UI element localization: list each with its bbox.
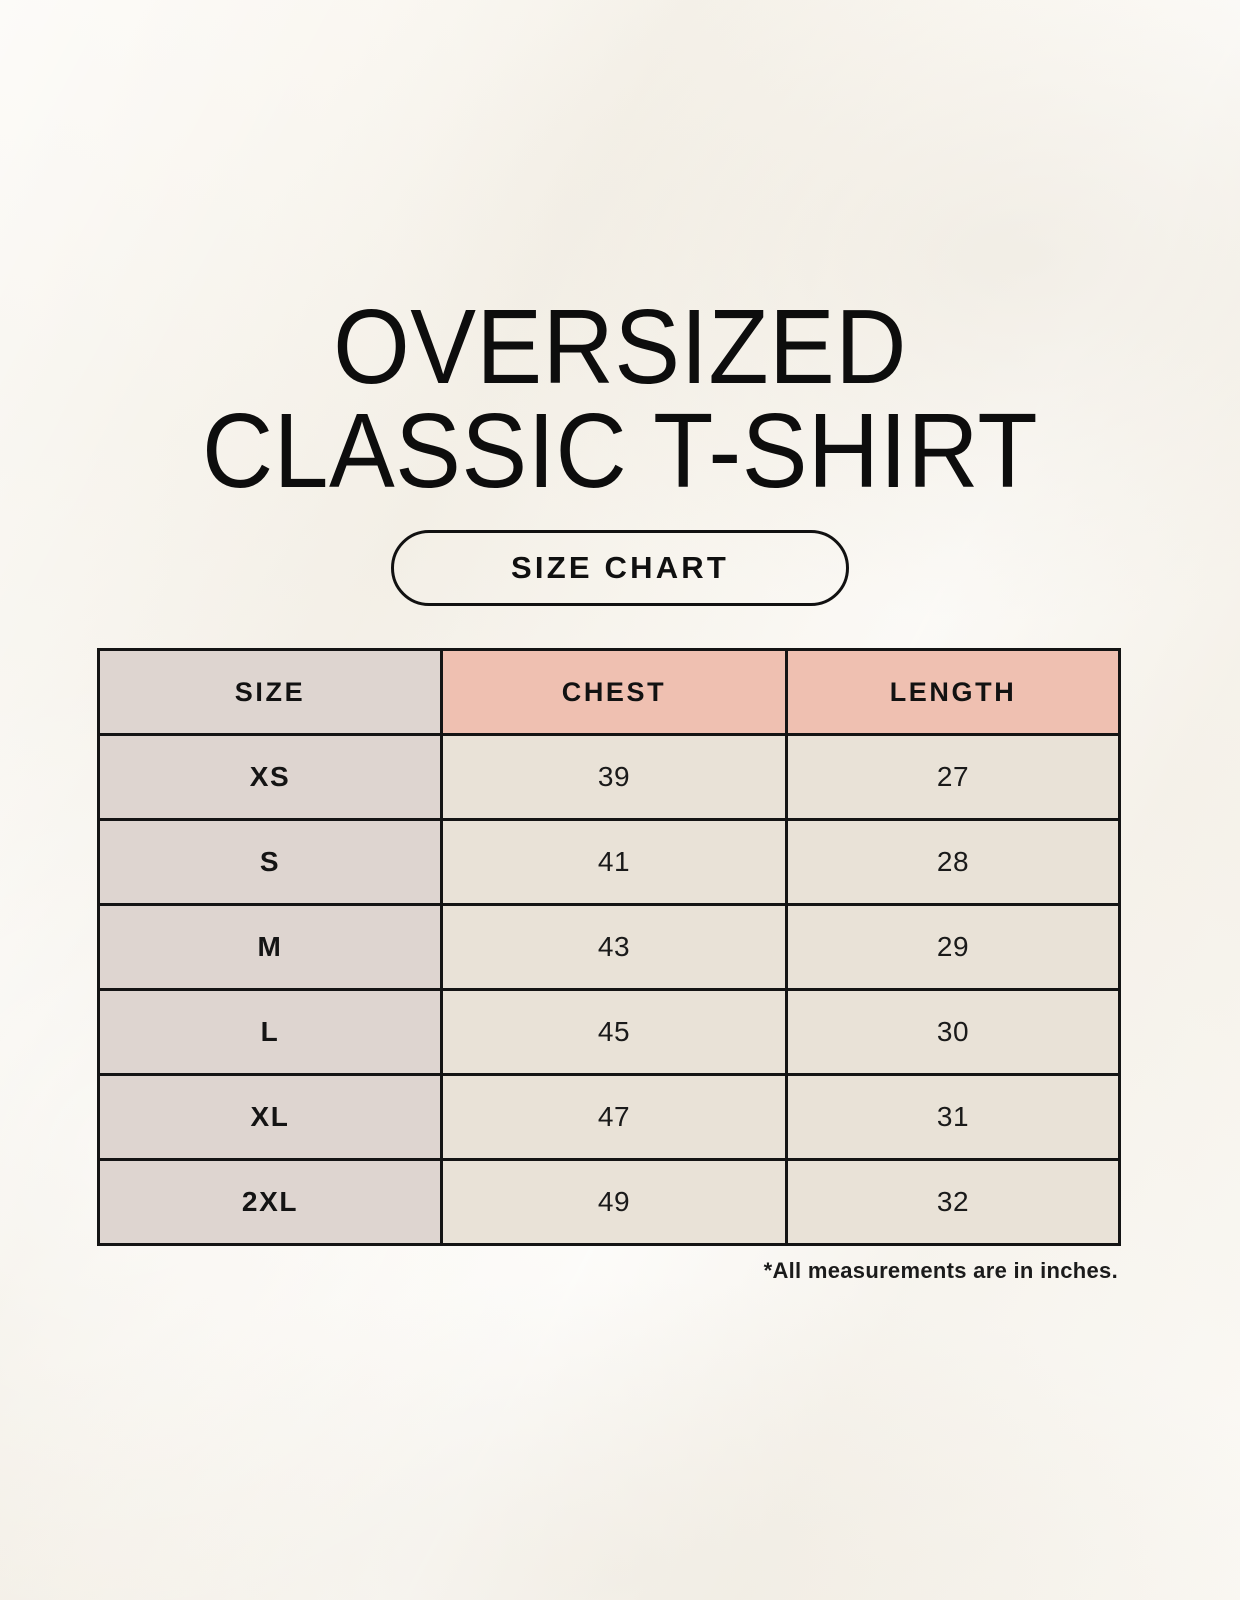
cell-size: S xyxy=(97,818,443,906)
cell-size: XS xyxy=(97,733,443,821)
table-header-row: SIZE CHEST LENGTH xyxy=(97,648,1121,736)
table-row: M 43 29 xyxy=(97,903,1121,991)
cell-chest: 47 xyxy=(440,1073,788,1161)
page-title: OVERSIZED CLASSIC T-SHIRT xyxy=(0,288,1240,510)
cell-length: 32 xyxy=(785,1158,1121,1246)
cell-size: XL xyxy=(97,1073,443,1161)
cell-chest: 45 xyxy=(440,988,788,1076)
table-row: L 45 30 xyxy=(97,988,1121,1076)
cell-length: 30 xyxy=(785,988,1121,1076)
column-header-length: LENGTH xyxy=(785,648,1121,736)
cell-chest: 39 xyxy=(440,733,788,821)
table-row: 2XL 49 32 xyxy=(97,1158,1121,1246)
cell-length: 28 xyxy=(785,818,1121,906)
table-row: XS 39 27 xyxy=(97,733,1121,821)
cell-chest: 43 xyxy=(440,903,788,991)
cell-size: L xyxy=(97,988,443,1076)
cell-length: 31 xyxy=(785,1073,1121,1161)
cell-size: M xyxy=(97,903,443,991)
cell-chest: 49 xyxy=(440,1158,788,1246)
column-header-size: SIZE xyxy=(97,648,443,736)
column-header-chest: CHEST xyxy=(440,648,788,736)
table-row: S 41 28 xyxy=(97,818,1121,906)
size-table-container: SIZE CHEST LENGTH XS 39 27 S 41 28 xyxy=(97,648,1121,1246)
title-line-two: CLASSIC T-SHIRT xyxy=(201,391,1039,510)
measurements-footnote: *All measurements are in inches. xyxy=(763,1258,1118,1283)
title-line-one: OVERSIZED xyxy=(333,288,907,406)
size-chart-badge: SIZE CHART xyxy=(391,530,849,606)
badge-container: SIZE CHART xyxy=(0,530,1240,606)
cell-size: 2XL xyxy=(97,1158,443,1246)
size-table: SIZE CHEST LENGTH XS 39 27 S 41 28 xyxy=(97,648,1121,1246)
cell-chest: 41 xyxy=(440,818,788,906)
table-row: XL 47 31 xyxy=(97,1073,1121,1161)
cell-length: 29 xyxy=(785,903,1121,991)
cell-length: 27 xyxy=(785,733,1121,821)
